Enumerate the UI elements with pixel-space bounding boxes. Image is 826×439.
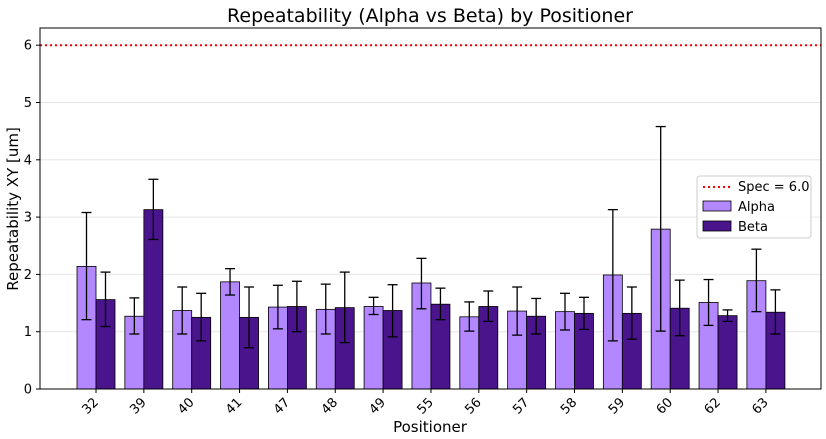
x-tick-label: 39 [127, 395, 149, 417]
y-tick-label: 1 [24, 325, 32, 340]
legend-beta-label: Beta [738, 220, 768, 235]
x-tick-label: 47 [271, 395, 293, 417]
legend: Spec = 6.0 Alpha Beta [696, 175, 812, 239]
bar-alpha [363, 306, 384, 390]
x-tick-label: 59 [606, 395, 628, 417]
legend-spec-label: Spec = 6.0 [738, 180, 809, 195]
x-tick-label: 57 [510, 395, 532, 417]
y-tick-label: 0 [24, 383, 32, 398]
x-tick-label: 40 [175, 395, 197, 417]
y-tick-label: 2 [24, 268, 32, 283]
legend-beta-swatch [702, 220, 732, 232]
x-tick-label: 55 [414, 395, 436, 417]
bars [76, 125, 786, 390]
x-tick-label: 58 [558, 395, 580, 417]
bar-beta [717, 315, 738, 390]
x-tick-label: 62 [702, 395, 724, 417]
legend-alpha-swatch [702, 200, 732, 212]
x-tick-label: 56 [462, 395, 484, 417]
x-tick-label: 60 [654, 395, 676, 417]
y-tick-label: 3 [24, 211, 32, 226]
y-tick-label: 5 [24, 96, 32, 111]
x-tick-label: 32 [80, 395, 102, 417]
legend-alpha-label: Alpha [738, 200, 775, 215]
y-axis: 0 1 2 3 4 5 6 [24, 39, 40, 398]
chart-title: Repeatability (Alpha vs Beta) by Positio… [227, 5, 633, 27]
x-tick-label: 63 [749, 395, 771, 417]
bar-alpha [220, 281, 240, 390]
x-axis-label: Positioner [393, 418, 468, 436]
x-tick-label: 48 [319, 395, 341, 417]
x-tick-label: 41 [223, 395, 245, 417]
y-tick-label: 6 [24, 39, 32, 54]
y-axis-label: Repeatability XY [um] [4, 127, 22, 291]
y-tick-label: 4 [24, 153, 32, 168]
x-axis: 32 39 40 41 47 48 49 55 56 57 58 59 60 62 63 [80, 389, 772, 418]
x-tick-label: 49 [367, 395, 389, 417]
